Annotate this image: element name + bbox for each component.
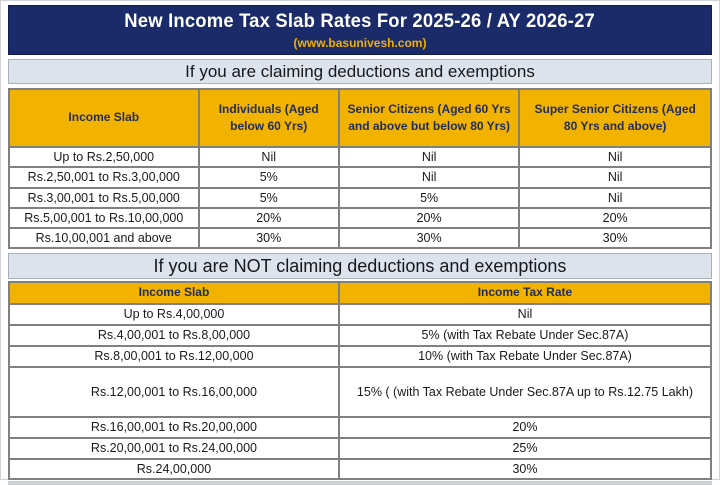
table-cell-rate: 20% — [518, 206, 712, 230]
deductions-table: Income Slab Individuals (Aged below 60 Y… — [8, 88, 712, 250]
table-cell-rate: Nil — [518, 166, 712, 189]
table-cell-slab: Up to Rs.2,50,000 — [8, 145, 200, 169]
table-cell-rate: Nil — [197, 145, 340, 169]
page-title: New Income Tax Slab Rates For 2025-26 / … — [124, 10, 596, 32]
table-cell-rate: Nil — [337, 166, 521, 189]
table-cell-rate: 5% — [197, 166, 340, 189]
table-cell-slab: Rs.12,00,001 to Rs.16,00,000 — [8, 365, 340, 418]
table-row: Up to Rs.4,00,000 Nil — [8, 302, 713, 326]
title-bar: New Income Tax Slab Rates For 2025-26 / … — [8, 5, 712, 55]
table-cell-slab: Rs.10,00,001 and above — [8, 226, 200, 250]
table-row: Rs.16,00,001 to Rs.20,00,000 20% — [8, 415, 713, 439]
table-cell-slab: Rs.4,00,001 to Rs.8,00,000 — [8, 323, 340, 347]
column-header-income-slab: Income Slab — [8, 88, 200, 148]
deductions-table-header-row: Income Slab Individuals (Aged below 60 Y… — [8, 88, 712, 148]
table-cell-rate: 20% — [337, 206, 521, 230]
table-cell-slab: Up to Rs.4,00,000 — [8, 302, 340, 326]
column-header-income-tax-rate: Income Tax Rate — [337, 281, 713, 305]
table-cell-slab: Rs.5,00,001 to Rs.10,00,000 — [8, 206, 200, 230]
table-cell-slab: Rs.16,00,001 to Rs.20,00,000 — [8, 415, 340, 439]
table-cell-rate: Nil — [337, 302, 713, 326]
no-deductions-table: Income Slab Income Tax Rate Up to Rs.4,0… — [8, 281, 713, 480]
table-row: Rs.5,00,001 to Rs.10,00,000 20% 20% 20% — [8, 206, 712, 230]
table-cell-rate: Nil — [337, 145, 521, 169]
section-heading-no-deductions: If you are NOT claiming deductions and e… — [8, 253, 712, 280]
table-cell-rate: 5% — [337, 186, 521, 209]
section-heading-no-deductions-label: If you are NOT claiming deductions and e… — [153, 255, 567, 276]
table-cell-rate: 30% — [337, 457, 713, 480]
table-cell-rate: 30% — [197, 226, 340, 250]
table-cell-slab: Rs.8,00,001 to Rs.12,00,000 — [8, 344, 340, 368]
column-header-income-slab: Income Slab — [8, 281, 340, 305]
table-row: Rs.4,00,001 to Rs.8,00,000 5% (with Tax … — [8, 323, 713, 347]
table-row: Rs.24,00,000 30% — [8, 457, 713, 480]
table-cell-rate: 15% ( (with Tax Rebate Under Sec.87A up … — [337, 365, 713, 418]
table-cell-rate: 10% (with Tax Rebate Under Sec.87A) — [337, 344, 713, 368]
table-cell-slab: Rs.20,00,001 to Rs.24,00,000 — [8, 436, 340, 460]
section-heading-deductions-label: If you are claiming deductions and exemp… — [185, 61, 535, 81]
table-row: Up to Rs.2,50,000 Nil Nil Nil — [8, 145, 712, 169]
column-header-super-senior-citizens: Super Senior Citizens (Aged 80 Yrs and a… — [518, 88, 712, 148]
table-cell-slab: Rs.24,00,000 — [8, 457, 340, 480]
table-cell-rate: 30% — [337, 226, 521, 250]
column-header-individuals: Individuals (Aged below 60 Yrs) — [197, 88, 340, 148]
table-cell-slab: Rs.2,50,001 to Rs.3,00,000 — [8, 166, 200, 189]
table-cell-rate: 20% — [197, 206, 340, 230]
table-cell-rate: 20% — [337, 415, 713, 439]
site-url: (www.basunivesh.com) — [293, 35, 427, 50]
table-row: Rs.12,00,001 to Rs.16,00,000 15% ( (with… — [8, 365, 713, 418]
table-row: Rs.20,00,001 to Rs.24,00,000 25% — [8, 436, 713, 460]
table-cell-rate: 5% (with Tax Rebate Under Sec.87A) — [337, 323, 713, 347]
table-cell-slab: Rs.3,00,001 to Rs.5,00,000 — [8, 186, 200, 209]
table-row: Rs.8,00,001 to Rs.12,00,000 10% (with Ta… — [8, 344, 713, 368]
table-cell-rate: 30% — [518, 226, 712, 250]
image-bottom-shadow — [8, 480, 712, 485]
column-header-senior-citizens: Senior Citizens (Aged 60 Yrs and above b… — [337, 88, 521, 148]
table-row: Rs.2,50,001 to Rs.3,00,000 5% Nil Nil — [8, 166, 712, 189]
table-cell-rate: Nil — [518, 145, 712, 169]
table-row: Rs.3,00,001 to Rs.5,00,000 5% 5% Nil — [8, 186, 712, 209]
table-cell-rate: 5% — [197, 186, 340, 209]
table-row: Rs.10,00,001 and above 30% 30% 30% — [8, 226, 712, 250]
table-cell-rate: Nil — [518, 186, 712, 209]
section-heading-deductions: If you are claiming deductions and exemp… — [8, 59, 712, 84]
no-deductions-table-header-row: Income Slab Income Tax Rate — [8, 281, 713, 305]
table-cell-rate: 25% — [337, 436, 713, 460]
